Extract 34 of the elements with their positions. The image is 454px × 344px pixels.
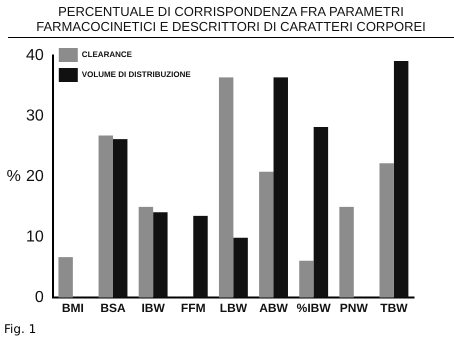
legend-label: VOLUME DI DISTRIBUZIONE — [82, 70, 192, 80]
bar — [98, 135, 113, 298]
bar — [153, 212, 168, 298]
x-tick-label: PNW — [340, 301, 368, 316]
x-tick-label: ABW — [259, 301, 289, 316]
bar — [274, 77, 288, 298]
x-tick-label: LBW — [220, 301, 248, 316]
bar — [379, 163, 394, 298]
bar — [138, 206, 154, 298]
y-tick-label: 30 — [26, 108, 44, 125]
legend-label: CLEARANCE — [82, 50, 133, 60]
bar — [218, 77, 234, 298]
y-tick-label: 20 — [26, 168, 44, 186]
y-axis-title: % — [6, 168, 21, 186]
y-tick-label: 40 — [26, 47, 44, 64]
x-tick-label: BSA — [100, 301, 126, 316]
caption: Fig. 1 — [4, 322, 36, 336]
x-tick-label: %IBW — [296, 301, 332, 316]
bar — [339, 206, 354, 298]
bar — [394, 61, 408, 298]
bar — [299, 260, 314, 298]
bar — [113, 139, 128, 298]
x-tick-label: IBW — [141, 301, 166, 316]
bar — [193, 216, 208, 298]
y-tick-label: 0 — [34, 289, 44, 306]
bar — [233, 238, 248, 298]
bar — [314, 126, 328, 298]
y-tick-label: 10 — [26, 228, 44, 246]
bar — [259, 172, 274, 298]
bar — [58, 257, 73, 298]
x-tick-label: TBW — [380, 301, 408, 316]
chart-title: PERCENTUALE DI CORRISPONDENZA FRA PARAMETRI FARMACOCINETICI E DESCRITTORI DI CARATTERI CORPOREI — [8, 4, 454, 38]
x-tick-label: BMI — [62, 301, 84, 316]
x-tick-label: FFM — [180, 301, 206, 316]
